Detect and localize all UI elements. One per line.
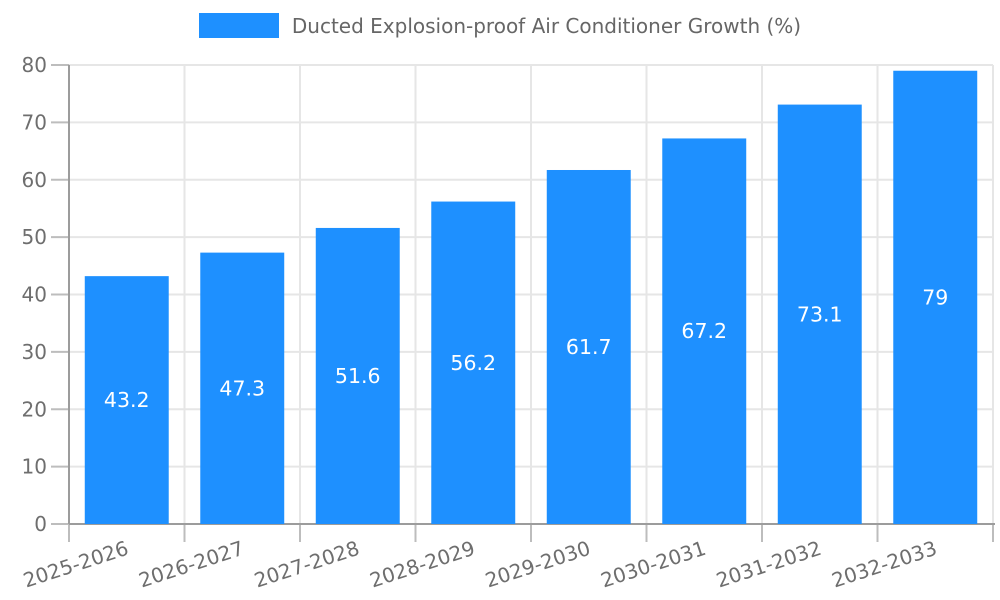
x-tick-label: 2029-2030 — [482, 536, 593, 593]
bar-value-label: 51.6 — [335, 364, 381, 388]
bar — [431, 201, 516, 525]
bar-value-label: 56.2 — [450, 351, 496, 375]
bar — [777, 104, 862, 525]
bar — [315, 227, 400, 524]
x-tick-label: 2025-2026 — [20, 536, 131, 593]
bar-value-label: 43.2 — [104, 388, 150, 412]
x-tick-label: 2028-2029 — [367, 536, 478, 593]
bar — [662, 138, 747, 524]
bar-value-label: 79 — [922, 285, 948, 309]
x-tick-label: 2032-2033 — [829, 536, 940, 593]
bar-value-label: 73.1 — [797, 302, 843, 326]
bar-value-label: 61.7 — [566, 335, 612, 359]
bar — [84, 276, 169, 524]
bar — [200, 252, 285, 524]
x-tick-label: 2026-2027 — [136, 536, 247, 593]
y-tick-label: 10 — [22, 455, 47, 479]
y-tick-label: 60 — [22, 168, 47, 192]
x-tick-label: 2031-2032 — [713, 536, 824, 593]
y-tick-label: 80 — [22, 53, 47, 77]
bar-value-label: 67.2 — [681, 319, 727, 343]
y-tick-label: 40 — [22, 283, 47, 307]
x-tick-label: 2030-2031 — [598, 536, 709, 593]
bar — [893, 70, 978, 525]
y-tick-label: 30 — [22, 340, 47, 364]
bar-value-label: 47.3 — [219, 376, 265, 400]
x-tick-label: 2027-2028 — [251, 536, 362, 593]
y-tick-label: 0 — [34, 512, 47, 536]
bar — [546, 169, 631, 524]
y-tick-label: 70 — [22, 110, 47, 134]
y-tick-label: 50 — [22, 225, 47, 249]
y-tick-label: 20 — [22, 397, 47, 421]
